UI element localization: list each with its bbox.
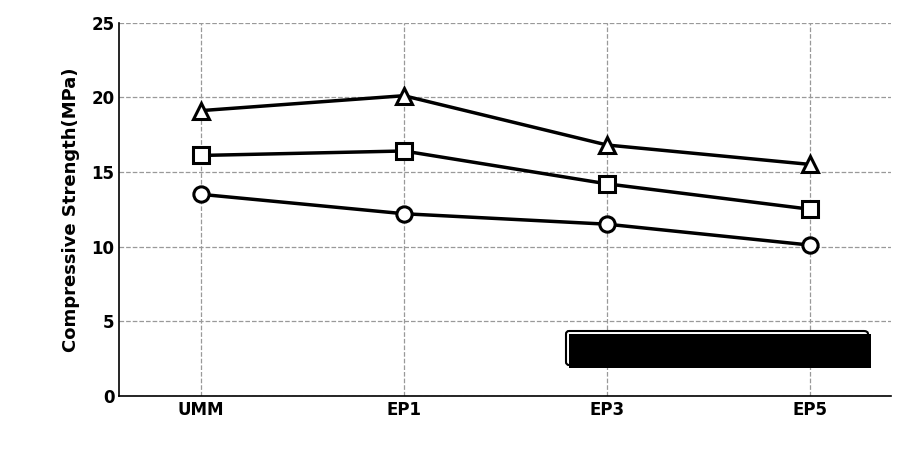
Line: 28 day: 28 day bbox=[193, 88, 818, 172]
28 day bbox=[602, 142, 613, 148]
28 day bbox=[805, 162, 816, 167]
3 day bbox=[398, 211, 409, 216]
3 day bbox=[195, 192, 206, 197]
3 day bbox=[602, 221, 613, 227]
28 day bbox=[398, 93, 409, 99]
Legend: 3 day, 7 day, 28 day: 3 day, 7 day, 28 day bbox=[565, 331, 868, 365]
7 day bbox=[602, 181, 613, 187]
Line: 3 day: 3 day bbox=[193, 187, 818, 253]
7 day bbox=[805, 207, 816, 212]
7 day bbox=[195, 153, 206, 158]
28 day bbox=[195, 108, 206, 113]
3 day bbox=[805, 243, 816, 248]
Line: 7 day: 7 day bbox=[193, 144, 818, 217]
7 day bbox=[398, 148, 409, 154]
Y-axis label: Compressive Strength(MPa): Compressive Strength(MPa) bbox=[62, 67, 80, 351]
